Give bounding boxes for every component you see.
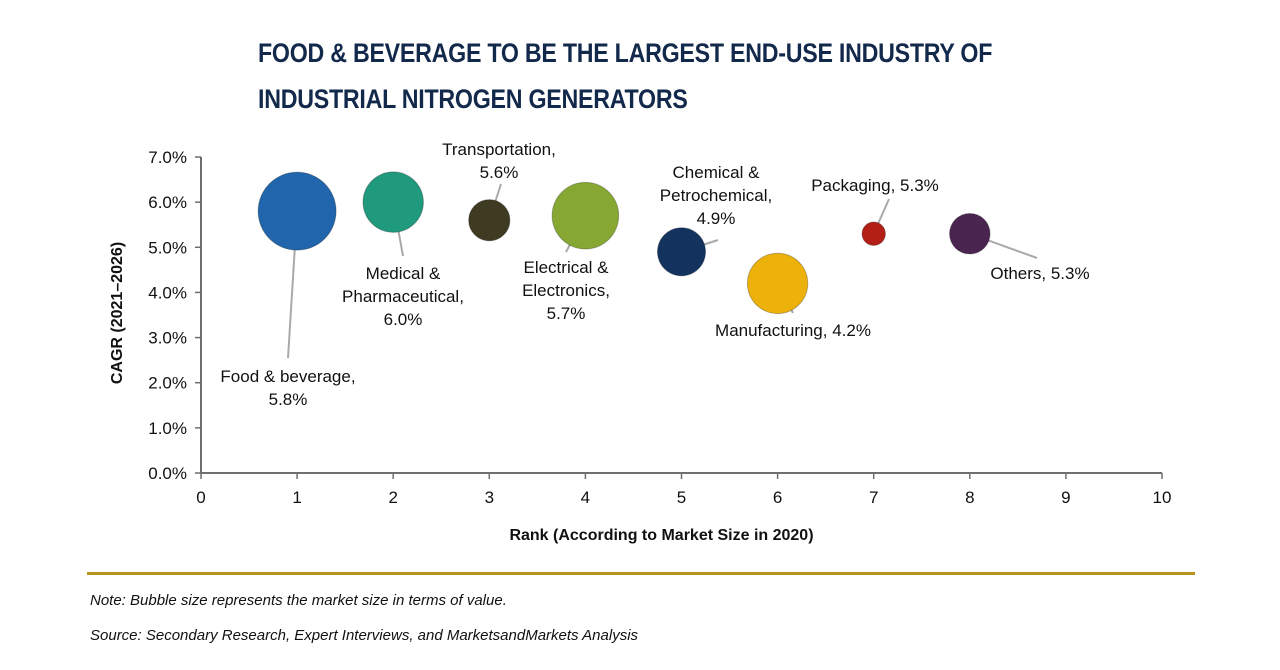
data-label-line: 5.6% bbox=[480, 163, 519, 182]
data-label-line: Chemical & bbox=[673, 163, 761, 182]
x-tick-label: 8 bbox=[965, 488, 974, 507]
x-tick-label: 2 bbox=[388, 488, 397, 507]
data-label-manufacturing: Manufacturing, 4.2% bbox=[715, 321, 871, 340]
y-tick-label: 5.0% bbox=[148, 238, 187, 257]
bubble-transportation bbox=[468, 199, 511, 242]
data-label-others: Others, 5.3% bbox=[990, 264, 1089, 283]
footnote: Note: Bubble size represents the market … bbox=[90, 592, 507, 609]
y-tick-label: 7.0% bbox=[148, 148, 187, 167]
x-axis-title: Rank (According to Market Size in 2020) bbox=[509, 527, 813, 544]
data-label-line: Medical & bbox=[366, 264, 441, 283]
bubble-chemical-petrochemical bbox=[656, 227, 707, 277]
x-tick-label: 4 bbox=[581, 488, 590, 507]
data-label-electrical-electronics: Electrical & Electronics, 5.7% bbox=[522, 258, 610, 323]
data-label-line: Petrochemical, bbox=[660, 186, 772, 205]
bubble-electrical-electronics bbox=[551, 181, 620, 250]
x-tick-label: 10 bbox=[1153, 488, 1172, 507]
x-tick-label: 9 bbox=[1061, 488, 1070, 507]
data-label-line: Packaging, 5.3% bbox=[811, 176, 939, 195]
y-tick-label: 1.0% bbox=[148, 419, 187, 438]
data-label-line: Food & beverage, bbox=[220, 367, 355, 386]
data-label-line: 5.8% bbox=[269, 390, 308, 409]
bubble-labels: Food & beverage, 5.8% Medical & Pharmaceuti… bbox=[220, 140, 1089, 409]
x-tick-label: 5 bbox=[677, 488, 686, 507]
y-axis-title: CAGR (2021–2026) bbox=[109, 242, 126, 384]
footer-separator bbox=[87, 572, 1195, 575]
x-tick-label: 6 bbox=[773, 488, 782, 507]
data-label-line: Electronics, bbox=[522, 281, 610, 300]
bubbles bbox=[257, 171, 991, 315]
y-tick-label: 4.0% bbox=[148, 283, 187, 302]
x-tick-label: 3 bbox=[485, 488, 494, 507]
data-label-line: Transportation, bbox=[442, 140, 556, 159]
x-tick-label: 1 bbox=[292, 488, 301, 507]
bubble-food-beverage bbox=[257, 171, 337, 251]
y-tick-label: 2.0% bbox=[148, 374, 187, 393]
data-label-chemical-petrochemical: Chemical & Petrochemical, 4.9% bbox=[660, 163, 772, 228]
data-label-line: Electrical & bbox=[523, 258, 609, 277]
bubble-manufacturing bbox=[746, 252, 809, 315]
x-tick-label: 0 bbox=[196, 488, 205, 507]
data-label-food-beverage: Food & beverage, 5.8% bbox=[220, 367, 355, 409]
data-label-line: 6.0% bbox=[384, 310, 423, 329]
data-label-line: Manufacturing, 4.2% bbox=[715, 321, 871, 340]
data-label-medical-pharmaceutical: Medical & Pharmaceutical, 6.0% bbox=[342, 264, 464, 329]
axes: 0.0% 1.0% 2.0% 3.0% 4.0% 5.0% 6.0% 7.0% 0 1 2 3 4 5 6 7… bbox=[109, 148, 1171, 544]
data-label-line: Others, 5.3% bbox=[990, 264, 1089, 283]
data-label-line: Pharmaceutical, bbox=[342, 287, 464, 306]
bubble-medical-pharmaceutical bbox=[362, 171, 424, 233]
y-tick-label: 6.0% bbox=[148, 193, 187, 212]
y-tick-label: 3.0% bbox=[148, 329, 187, 348]
data-label-line: 5.7% bbox=[547, 304, 586, 323]
data-label-transportation: Transportation, 5.6% bbox=[442, 140, 556, 182]
source-note: Source: Secondary Research, Expert Inter… bbox=[90, 627, 639, 644]
bubble-others bbox=[949, 212, 991, 255]
x-tick-label: 7 bbox=[869, 488, 878, 507]
chart-title: FOOD & BEVERAGE TO BE THE LARGEST END-US… bbox=[258, 38, 993, 114]
data-label-packaging: Packaging, 5.3% bbox=[811, 176, 939, 195]
data-label-line: 4.9% bbox=[697, 209, 736, 228]
y-tick-label: 0.0% bbox=[148, 464, 187, 483]
bubble-packaging bbox=[861, 221, 886, 246]
